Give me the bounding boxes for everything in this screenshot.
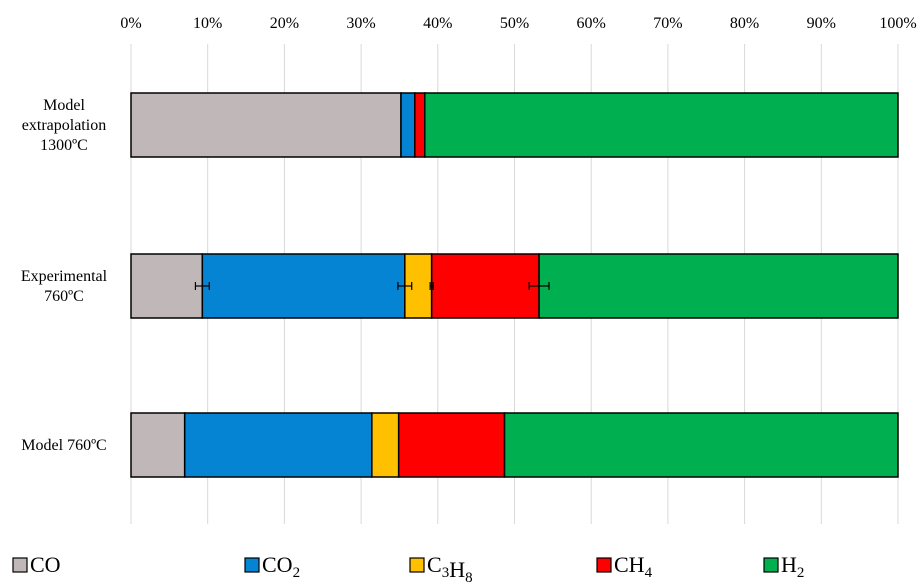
legend-swatch: [763, 557, 779, 573]
x-tick-label: 100%: [879, 15, 916, 32]
bar-segment-ch4: [414, 92, 426, 158]
category-label: extrapolation: [22, 117, 106, 134]
x-tick-label: 90%: [807, 15, 836, 32]
category-label: Experimental: [21, 268, 108, 285]
legend-label: H2: [781, 552, 804, 581]
bar-segment-c3h8: [371, 412, 400, 478]
category-label: 1300ºC: [40, 137, 88, 154]
legend-label: CO2: [262, 552, 300, 581]
legend-swatch: [12, 557, 28, 573]
legend-item-h2: H2: [763, 552, 804, 581]
legend-item-co2: CO2: [244, 552, 300, 581]
error-bars: [194, 282, 550, 290]
legend-item-ch4: CH4: [596, 552, 653, 581]
bar-segment-co: [130, 412, 186, 478]
x-tick-label: 30%: [346, 15, 375, 32]
bar-segment-co: [130, 92, 402, 158]
error-bar: [528, 282, 550, 290]
legend-swatch: [409, 557, 425, 573]
legend-swatch: [596, 557, 612, 573]
x-tick-label: 40%: [423, 15, 452, 32]
bar-segment-h2: [503, 412, 899, 478]
bars: [130, 92, 899, 478]
legend-item-co: CO: [12, 552, 61, 577]
bar-segment-h2: [424, 92, 899, 158]
error-bar: [194, 282, 210, 290]
error-bar: [429, 282, 434, 290]
category-label: Model: [43, 97, 85, 114]
category-labels: Model extrapolation 1300ºC Experimental 760º…: [21, 97, 108, 454]
legend-swatch: [244, 557, 260, 573]
bar-segment-ch4: [397, 412, 506, 478]
bar-segment-co2: [201, 253, 406, 319]
legend-item-c3h8: C3H8: [409, 552, 473, 586]
bar-segment-ch4: [430, 253, 540, 319]
x-tick-label: 50%: [500, 15, 529, 32]
x-axis-tick-labels: 0% 10% 20% 30% 40% 50% 60% 70% 80% 90% 100%: [120, 15, 916, 32]
legend: CO CO2 C3H8 CH4 H2: [12, 552, 804, 586]
legend-label: C3H8: [427, 552, 473, 586]
legend-label: CO: [30, 552, 61, 577]
x-tick-label: 20%: [270, 15, 299, 32]
x-tick-label: 10%: [193, 15, 222, 32]
x-tick-label: 60%: [577, 15, 606, 32]
bar-segment-co: [130, 253, 204, 319]
x-tick-label: 70%: [653, 15, 682, 32]
x-tick-label: 80%: [730, 15, 759, 32]
bar-segment-h2: [538, 253, 899, 319]
bar-segment-co2: [183, 412, 373, 478]
legend-label: CH4: [614, 552, 653, 581]
x-tick-label: 0%: [120, 15, 141, 32]
category-label: 760ºC: [44, 288, 84, 305]
category-label: Model 760ºC: [21, 437, 106, 454]
bar-segment-co2: [400, 92, 416, 158]
error-bar: [397, 282, 413, 290]
